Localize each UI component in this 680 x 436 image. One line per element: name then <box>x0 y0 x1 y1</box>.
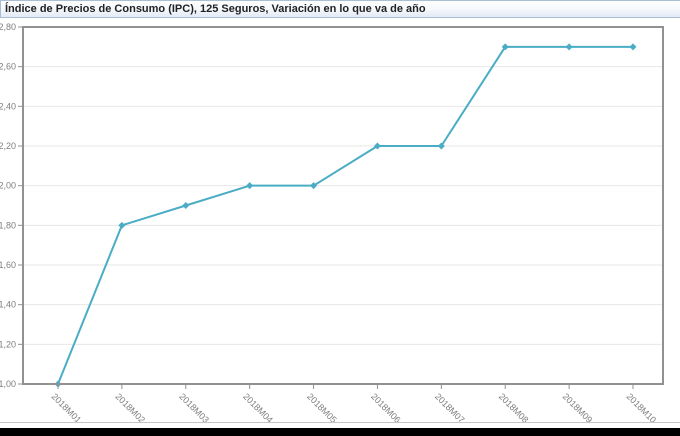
data-point <box>437 142 445 150</box>
x-axis-label: 2018M05 <box>305 391 339 425</box>
x-axis-label: 2018M07 <box>433 391 467 425</box>
x-axis-label: 2018M02 <box>113 391 147 425</box>
y-axis-label: 1,80 <box>0 220 16 230</box>
plot-border <box>22 26 664 385</box>
chart-title: Índice de Precios de Consumo (IPC), 125 … <box>5 3 426 15</box>
data-point <box>246 182 254 190</box>
y-axis-label: 2,60 <box>0 62 16 72</box>
data-point <box>118 221 126 229</box>
x-axis-label: 2018M04 <box>241 391 275 425</box>
x-axis-label: 2018M10 <box>625 391 659 425</box>
y-axis-label: 2,00 <box>0 181 16 191</box>
data-point <box>501 43 509 51</box>
bottom-separator-line <box>0 422 680 423</box>
data-point <box>310 182 318 190</box>
y-axis-label: 1,20 <box>0 339 16 349</box>
x-axis-label: 2018M08 <box>497 391 531 425</box>
x-axis-label: 2018M06 <box>369 391 403 425</box>
x-axis-label: 2018M03 <box>177 391 211 425</box>
chart-title-bar: Índice de Precios de Consumo (IPC), 125 … <box>0 0 680 18</box>
y-axis-label: 2,40 <box>0 101 16 111</box>
bottom-black-bar <box>0 428 680 436</box>
data-point <box>629 43 637 51</box>
y-axis-label: 2,80 <box>0 22 16 32</box>
y-axis-label: 2,20 <box>0 141 16 151</box>
series-line <box>57 45 634 385</box>
data-point <box>182 202 190 209</box>
x-axis-label: 2018M09 <box>561 391 595 425</box>
y-axis-label: 1,40 <box>0 300 16 310</box>
y-axis-label: 1,60 <box>0 260 16 270</box>
x-axis-label: 2018M01 <box>50 391 84 425</box>
y-axis-label: 1,00 <box>0 379 16 389</box>
data-point <box>373 142 381 150</box>
data-point <box>565 43 573 51</box>
